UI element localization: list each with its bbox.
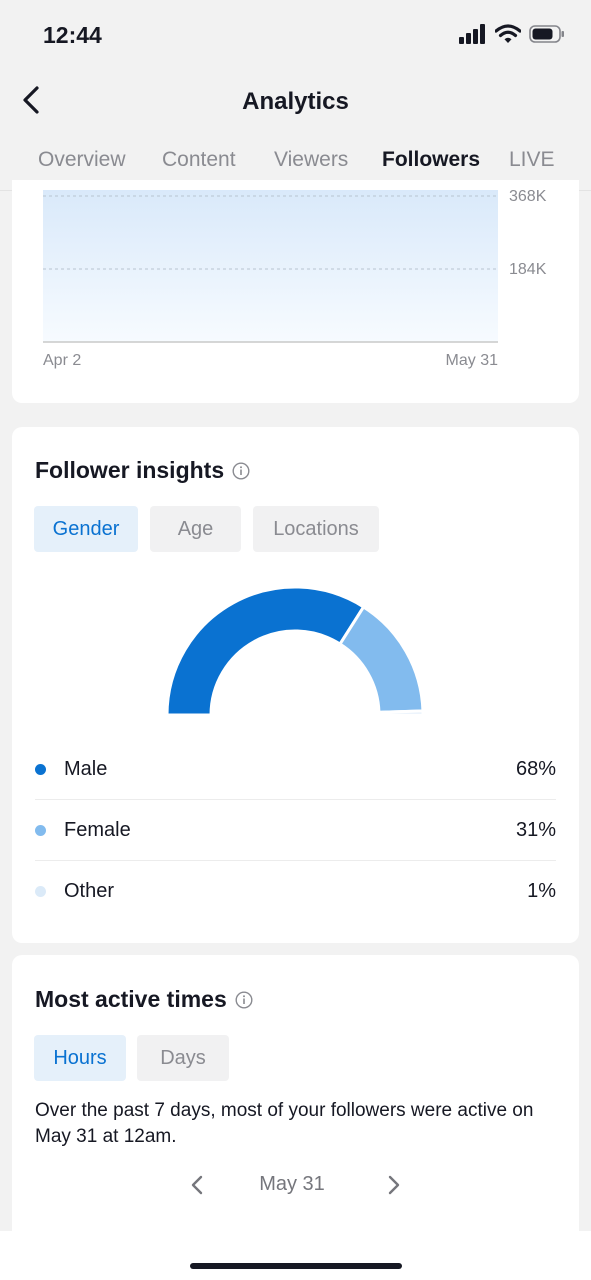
nav-bar: Analytics Overview Content Viewers Follo… xyxy=(0,70,591,191)
home-bar xyxy=(0,1231,591,1280)
status-bar: 12:44 xyxy=(0,0,591,70)
donut-slice-male xyxy=(165,585,366,717)
follower-insights-heading: Follower insights xyxy=(35,457,225,483)
filter-locations[interactable]: Locations xyxy=(253,506,379,552)
date-navigator: May 31 xyxy=(12,1165,579,1205)
most-active-title: Most active times xyxy=(35,986,253,1013)
tab-followers[interactable]: Followers xyxy=(382,148,481,171)
y-tick-label-184k: 184K xyxy=(509,261,547,278)
tab-bar: Overview Content Viewers Followers LIVE xyxy=(0,140,591,190)
chevron-left-icon[interactable] xyxy=(187,1173,207,1197)
donut-slice-female xyxy=(337,604,425,714)
tab-overview[interactable]: Overview xyxy=(38,148,126,171)
page-title: Analytics xyxy=(242,88,349,115)
info-icon[interactable] xyxy=(235,990,253,1009)
filter-gender[interactable]: Gender xyxy=(34,506,138,552)
legend-dot-male xyxy=(35,763,46,775)
back-icon[interactable] xyxy=(18,84,48,116)
legend-row-male: Male 68% xyxy=(35,739,556,799)
legend-label-other: Other xyxy=(64,879,115,902)
follower-trend-card: 368K 184K Apr 2 May 31 xyxy=(12,180,579,403)
x-tick-label-start: Apr 2 xyxy=(43,352,81,369)
chevron-right-icon[interactable] xyxy=(384,1173,404,1197)
x-tick-label-end: May 31 xyxy=(446,352,499,369)
legend-value-male: 68% xyxy=(515,757,556,780)
follower-trend-chart: 368K 184K Apr 2 May 31 xyxy=(43,188,547,369)
filter-hours[interactable]: Hours xyxy=(34,1035,126,1081)
filter-days[interactable]: Days xyxy=(137,1035,229,1081)
legend-value-female: 31% xyxy=(515,818,556,841)
most-active-times-card: Most active times Hours Days Over the pa… xyxy=(12,955,579,1231)
legend-label-female: Female xyxy=(64,818,131,841)
signal-icon xyxy=(459,24,485,44)
selected-date: May 31 xyxy=(259,1173,325,1195)
donut-slice-other xyxy=(377,709,425,717)
legend-value-other: 1% xyxy=(527,879,556,902)
legend-row-female: Female 31% xyxy=(35,800,556,860)
legend-divider xyxy=(35,799,556,800)
status-time: 12:44 xyxy=(43,22,102,48)
info-icon[interactable] xyxy=(232,461,250,480)
tab-viewers[interactable]: Viewers xyxy=(274,148,349,171)
legend-dot-other xyxy=(35,885,46,897)
filter-age[interactable]: Age xyxy=(150,506,241,552)
legend-row-other: Other 1% xyxy=(35,861,556,921)
wifi-icon xyxy=(495,24,521,43)
most-active-heading: Most active times xyxy=(35,986,227,1012)
follower-insights-card: Follower insights Gender Age Locations M… xyxy=(12,427,579,943)
status-icons xyxy=(459,24,565,44)
legend-dot-female xyxy=(35,824,46,836)
y-tick-label-368k: 368K xyxy=(509,188,547,205)
legend-label-male: Male xyxy=(64,757,108,780)
gender-donut-chart xyxy=(165,585,425,717)
most-active-description: Over the past 7 days, most of your follo… xyxy=(35,1100,534,1147)
home-indicator[interactable] xyxy=(190,1263,402,1269)
chart-area-fill xyxy=(43,190,498,342)
tab-content[interactable]: Content xyxy=(162,148,236,171)
legend-divider xyxy=(35,860,556,861)
follower-insights-title: Follower insights xyxy=(35,457,250,484)
battery-icon xyxy=(529,25,564,43)
tab-live[interactable]: LIVE xyxy=(509,148,555,171)
